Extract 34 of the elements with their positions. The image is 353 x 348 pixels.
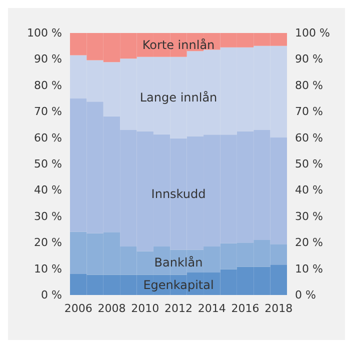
y2-tick-label: 0 % [295, 288, 316, 302]
y-tick-label: 50 % [34, 158, 62, 170]
series-label: Korte innlån [142, 38, 215, 52]
y-tick-label: 40 % [34, 184, 62, 197]
y-tick-label: 30 % [34, 210, 62, 223]
y-tick-label: 0 % [41, 288, 62, 302]
y2-tick-label: 10 % [295, 262, 323, 276]
y-tick-label: 10 % [34, 262, 62, 276]
x-tick-label: 2012 [164, 302, 192, 315]
series-label: Egenkapital [143, 278, 214, 292]
x-tick-label: 2010 [131, 302, 160, 315]
x-tick-label: 2008 [98, 302, 126, 315]
x-tick-label: 2018 [264, 302, 293, 315]
y2-tick-label: 40 % [295, 184, 323, 197]
y2-tick-label: 80 % [295, 78, 323, 92]
y2-tick-label: 60 % [295, 131, 323, 144]
series-label: Lange innlån [140, 90, 218, 105]
x-tick-label: 2014 [198, 302, 226, 315]
y2-tick-label: 50 % [295, 158, 323, 170]
y-tick-label: 90 % [34, 52, 62, 66]
y2-tick-label: 100 % [295, 26, 330, 40]
y-tick-label: 70 % [34, 105, 62, 118]
y-tick-label: 20 % [34, 236, 62, 250]
y2-tick-label: 20 % [295, 236, 323, 250]
y2-tick-label: 70 % [295, 105, 323, 118]
series-label: Banklån [154, 255, 203, 270]
y-tick-label: 60 % [34, 131, 62, 144]
y2-tick-label: 90 % [295, 52, 323, 66]
y2-tick-label: 30 % [295, 210, 323, 223]
x-tick-label: 2006 [64, 302, 92, 315]
y-tick-label: 100 % [27, 26, 62, 40]
series-label: Innskudd [151, 187, 206, 202]
x-tick-label: 2016 [231, 302, 260, 315]
y-tick-label: 80 % [34, 78, 62, 92]
